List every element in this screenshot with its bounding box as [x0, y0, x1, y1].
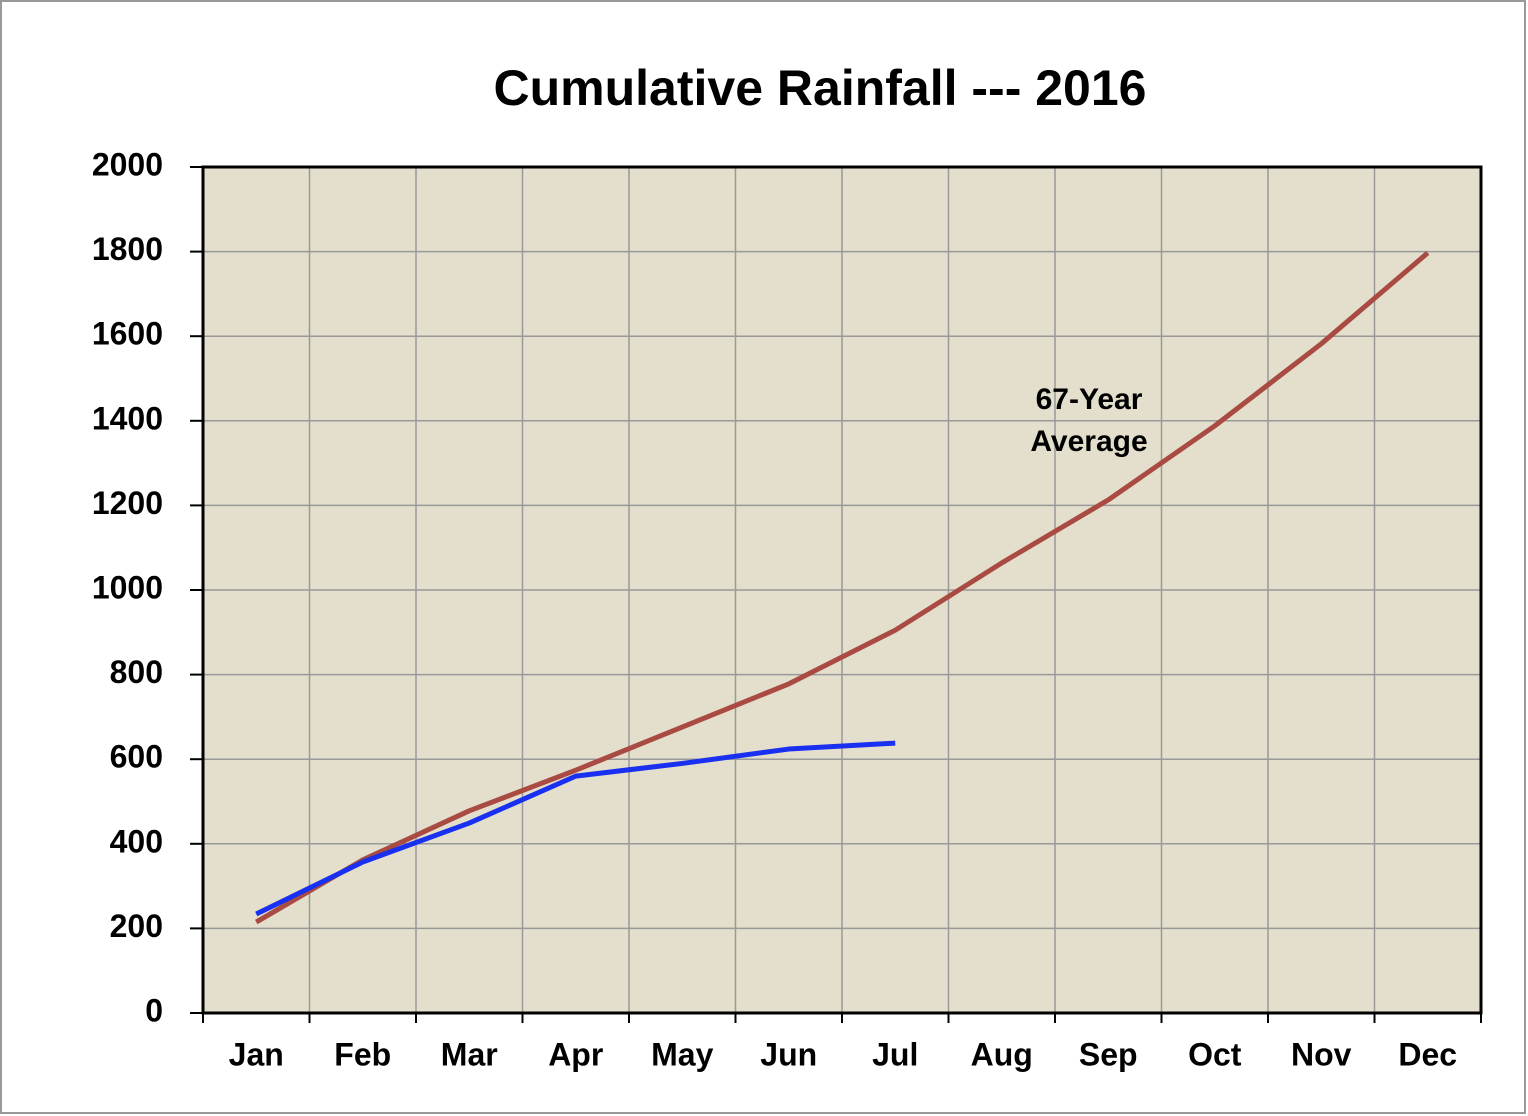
x-tick-label: Jul: [872, 1036, 918, 1072]
data-line: [255, 740, 896, 917]
y-tick-label: 400: [110, 823, 163, 859]
x-tick-label: Nov: [1291, 1036, 1352, 1072]
y-tick-label: 1800: [92, 231, 163, 267]
y-tick-label: 1400: [92, 400, 163, 436]
y-tick-label: 200: [110, 908, 163, 944]
plot-frame: [201, 165, 1483, 1015]
chart-title: Cumulative Rainfall --- 2016: [494, 60, 1147, 116]
annotation: Average: [1030, 425, 1147, 458]
x-tick-label: Jun: [760, 1036, 817, 1072]
y-tick-label: 2000: [92, 146, 163, 182]
y-tick-label: 800: [110, 654, 163, 690]
y-tick-label: 0: [145, 992, 163, 1028]
annotation: 67-Year: [1036, 383, 1143, 416]
x-tick-label: Sep: [1079, 1036, 1138, 1072]
y-tick-label: 1200: [92, 485, 163, 521]
data-line: [254, 250, 1430, 925]
x-tick-label: Jan: [229, 1036, 284, 1072]
x-tick-label: Dec: [1398, 1036, 1457, 1072]
x-tick-label: Mar: [441, 1036, 498, 1072]
x-tick-label: Apr: [548, 1036, 603, 1072]
y-tick-label: 1000: [92, 569, 163, 605]
x-tick-label: Oct: [1188, 1036, 1242, 1072]
x-tick-label: Feb: [334, 1036, 391, 1072]
y-tick-label: 600: [110, 739, 163, 775]
x-tick-label: Aug: [971, 1036, 1033, 1072]
y-tick-label: 1600: [92, 316, 163, 352]
x-tick-label: May: [651, 1036, 713, 1072]
